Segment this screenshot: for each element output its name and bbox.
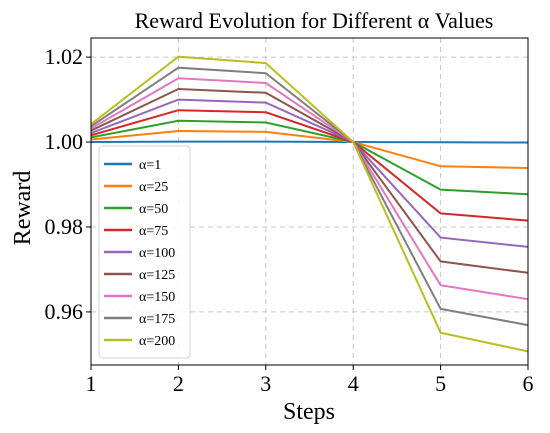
plot-frame: [90, 37, 529, 366]
series-line-3: [90, 119, 529, 196]
x-tick-label: 4: [348, 371, 359, 396]
series-line-8: [90, 66, 529, 327]
x-tick-label: 3: [260, 371, 271, 396]
legend-label: α=25: [139, 180, 168, 195]
series-line-7: [90, 77, 529, 301]
x-tick-label: 5: [435, 371, 446, 396]
tick-marks: [86, 56, 529, 370]
x-tick-labels: 1 2 3 4 5 6: [86, 371, 534, 396]
legend-label: α=150: [139, 290, 175, 305]
legend-label: α=200: [139, 334, 175, 349]
legend-label: α=175: [139, 312, 175, 327]
legend-label: α=1: [139, 158, 161, 173]
series-line-4: [90, 109, 529, 222]
series-line-6: [90, 87, 529, 274]
x-tick-label: 1: [86, 371, 97, 396]
legend-label: α=100: [139, 246, 175, 261]
y-axis-title: Reward: [10, 171, 36, 246]
y-tick-label: 1.02: [45, 44, 84, 69]
x-axis-title: Steps: [283, 399, 335, 425]
x-tick-label: 6: [523, 371, 534, 396]
series-line-1: [90, 140, 529, 144]
legend: α=1 α=25 α=50 α=75 α=100 α=125 α=150 α=175 α=200: [98, 145, 191, 359]
y-tick-labels: 0.96 0.98 1.00 1.02: [45, 44, 84, 324]
series-line-2: [90, 129, 529, 169]
legend-label: α=50: [139, 202, 168, 217]
y-tick-label: 0.96: [45, 299, 84, 324]
series-line-5: [90, 98, 529, 248]
series-lines: [90, 55, 529, 353]
legend-box: [98, 145, 191, 359]
x-tick-label: 2: [173, 371, 184, 396]
legend-label: α=125: [139, 268, 175, 283]
series-line-9: [90, 55, 529, 353]
legend-label: α=75: [139, 224, 168, 239]
y-tick-label: 1.00: [45, 129, 84, 154]
chart-title: Reward Evolution for Different α Values: [135, 8, 494, 33]
y-tick-label: 0.98: [45, 214, 84, 239]
